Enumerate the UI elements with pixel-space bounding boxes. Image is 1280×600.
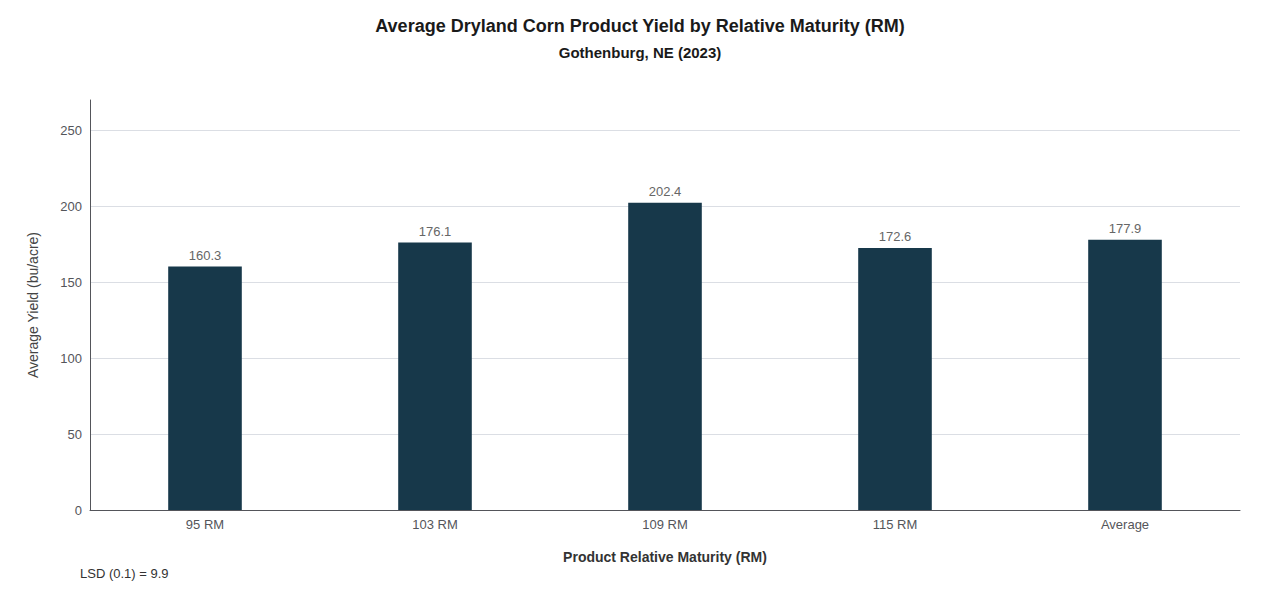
svg-text:Gothenburg, NE (2023): Gothenburg, NE (2023) [559, 44, 722, 61]
svg-text:50: 50 [68, 427, 82, 442]
svg-text:0: 0 [75, 503, 82, 518]
svg-text:250: 250 [60, 123, 82, 138]
svg-text:200: 200 [60, 199, 82, 214]
svg-text:Average Yield (bu/acre): Average Yield (bu/acre) [25, 232, 41, 378]
svg-text:115 RM: 115 RM [873, 517, 918, 532]
svg-text:176.1: 176.1 [419, 224, 452, 239]
svg-text:160.3: 160.3 [189, 248, 222, 263]
svg-text:Average Dryland Corn Product Y: Average Dryland Corn Product Yield by Re… [375, 16, 904, 36]
svg-text:LSD (0.1) = 9.9: LSD (0.1) = 9.9 [80, 566, 169, 581]
svg-text:172.6: 172.6 [879, 229, 912, 244]
svg-text:Average: Average [1101, 517, 1149, 532]
svg-text:109 RM: 109 RM [642, 517, 688, 532]
svg-text:Product Relative Maturity (RM): Product Relative Maturity (RM) [563, 549, 767, 565]
svg-text:202.4: 202.4 [649, 184, 682, 199]
svg-text:100: 100 [60, 351, 82, 366]
svg-text:177.9: 177.9 [1109, 221, 1142, 236]
svg-text:103 RM: 103 RM [412, 517, 458, 532]
svg-text:95 RM: 95 RM [186, 517, 224, 532]
svg-text:150: 150 [60, 275, 82, 290]
